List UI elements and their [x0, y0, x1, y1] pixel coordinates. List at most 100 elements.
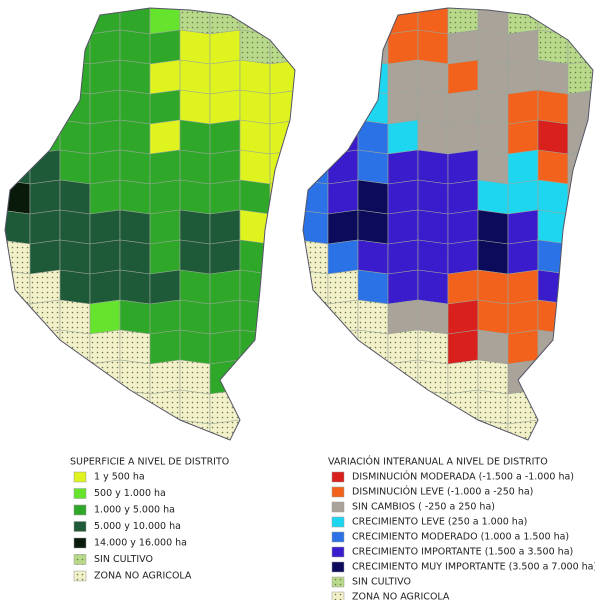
- district-pattern: [418, 330, 448, 364]
- district: [5, 419, 31, 440]
- district: [119, 8, 151, 35]
- district: [567, 299, 593, 335]
- district: [269, 299, 295, 335]
- district-pattern: [358, 330, 388, 364]
- district: [537, 299, 569, 335]
- district: [5, 89, 31, 125]
- legend-label: ZONA NO AGRICOLA: [352, 592, 450, 601]
- district: [89, 389, 121, 425]
- district: [5, 29, 31, 65]
- district: [537, 119, 569, 155]
- district: [477, 119, 509, 155]
- district: [269, 179, 295, 215]
- district: [327, 29, 359, 65]
- district-pattern: [5, 240, 30, 274]
- district-pattern: [5, 420, 30, 440]
- district: [5, 149, 31, 185]
- district: [303, 389, 329, 425]
- district: [5, 209, 31, 245]
- district-pattern: [270, 30, 295, 64]
- district: [447, 209, 479, 245]
- legend-swatch: [331, 546, 345, 558]
- district: [387, 209, 419, 245]
- district: [239, 269, 271, 305]
- district: [89, 299, 121, 335]
- district: [5, 299, 31, 335]
- district: [327, 179, 359, 215]
- district: [29, 119, 61, 155]
- district: [303, 29, 329, 65]
- district: [119, 179, 151, 215]
- district-pattern: [60, 330, 90, 364]
- district: [507, 239, 539, 275]
- district: [59, 359, 91, 395]
- district: [29, 59, 61, 95]
- district: [447, 89, 479, 125]
- district: [59, 149, 91, 185]
- legend-swatch: [73, 537, 87, 549]
- district: [357, 8, 389, 35]
- district-pattern: [240, 30, 270, 64]
- district: [507, 89, 539, 125]
- district: [417, 29, 449, 65]
- district: [387, 239, 419, 275]
- district: [5, 359, 31, 395]
- district: [149, 29, 181, 65]
- district: [477, 29, 509, 65]
- district-pattern: [240, 8, 270, 34]
- district: [89, 119, 121, 155]
- district: [537, 419, 569, 440]
- district: [5, 119, 31, 155]
- district: [119, 209, 151, 245]
- legend-label: CRECIMIENTO MUY IMPORTANTE (3.500 a 7.00…: [352, 562, 595, 573]
- district: [89, 89, 121, 125]
- district: [303, 419, 329, 440]
- district: [89, 209, 121, 245]
- legend-label: SIN CULTIVO: [352, 577, 411, 588]
- district: [5, 389, 31, 425]
- district-pattern: [303, 240, 328, 274]
- district: [239, 119, 271, 155]
- district: [29, 209, 61, 245]
- district: [303, 59, 329, 95]
- district-pattern: [418, 360, 448, 394]
- district: [507, 299, 539, 335]
- district-pattern: [568, 60, 593, 94]
- district: [567, 209, 593, 245]
- district: [89, 239, 121, 275]
- district-pattern: [508, 420, 538, 440]
- district: [387, 179, 419, 215]
- legend-swatch: [73, 488, 87, 499]
- district-pattern: [358, 300, 388, 334]
- district: [477, 269, 509, 305]
- district: [179, 269, 211, 305]
- legend-swatch: [331, 561, 345, 573]
- district-pattern: [303, 300, 328, 334]
- districts: [303, 8, 593, 440]
- district-pattern: [303, 360, 328, 394]
- district: [567, 419, 593, 440]
- legend-swatch-pattern: [332, 577, 344, 587]
- district-pattern: [538, 420, 568, 440]
- district: [537, 239, 569, 275]
- district: [567, 149, 593, 185]
- district: [29, 389, 61, 425]
- district-pattern: [418, 420, 448, 440]
- district: [119, 89, 151, 125]
- district: [417, 419, 449, 440]
- district: [507, 329, 539, 365]
- district: [567, 239, 593, 275]
- district: [357, 29, 389, 65]
- district: [5, 8, 31, 35]
- district: [149, 209, 181, 245]
- province-outline: [302, 7, 594, 441]
- district: [269, 89, 295, 125]
- district: [179, 239, 211, 275]
- district-pattern: [568, 390, 593, 424]
- province-outline: [4, 7, 296, 441]
- district-pattern: [448, 8, 478, 34]
- district-pattern: [358, 390, 388, 424]
- district: [357, 239, 389, 275]
- district: [357, 359, 389, 395]
